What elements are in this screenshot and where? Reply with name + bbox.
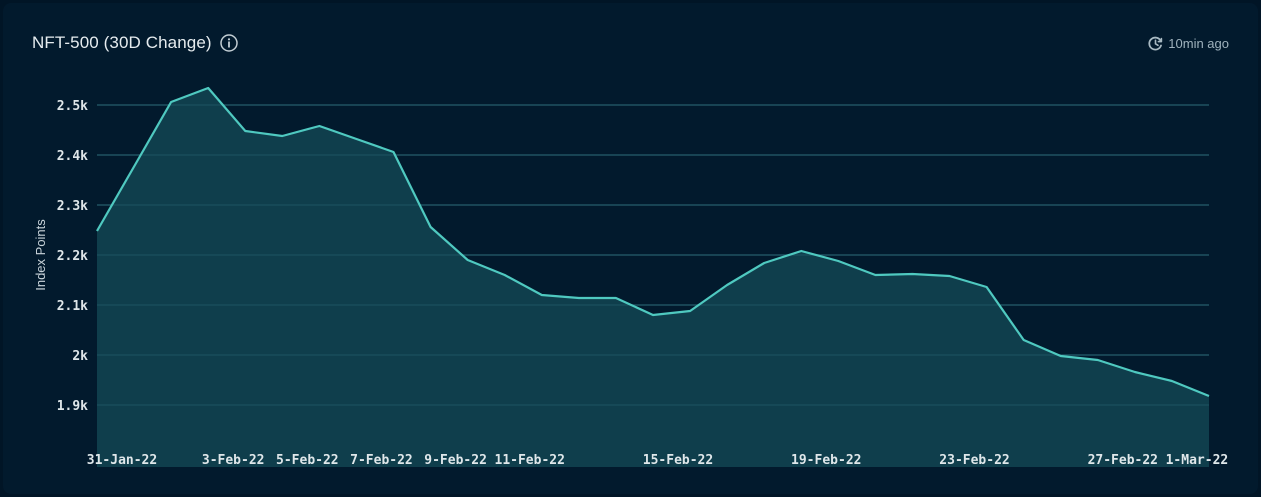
chart-header: NFT-500 (30D Change) — [32, 33, 238, 53]
x-tick-label: 5-Feb-22 — [276, 453, 339, 468]
clock-refresh-icon — [1148, 36, 1163, 51]
x-tick-label: 19-Feb-22 — [791, 453, 861, 468]
y-tick-label: 2.2k — [57, 249, 88, 264]
x-tick-label: 9-Feb-22 — [424, 453, 487, 468]
x-axis-ticks: 31-Jan-22 3-Feb-22 5-Feb-22 7-Feb-22 9-Feb-2… — [87, 453, 1228, 468]
y-tick-label: 1.9k — [57, 399, 88, 414]
y-tick-label: 2.3k — [57, 199, 88, 214]
y-axis-label: Index Points — [33, 219, 48, 291]
x-tick-label: 11-Feb-22 — [495, 453, 565, 468]
y-tick-label: 2k — [72, 349, 88, 364]
data-line — [96, 86, 1210, 398]
last-updated: 10min ago — [1148, 36, 1229, 51]
last-updated-text: 10min ago — [1168, 36, 1229, 51]
info-icon[interactable] — [219, 34, 238, 52]
x-tick-label: 7-Feb-22 — [350, 453, 413, 468]
y-tick-label: 2.1k — [57, 299, 88, 314]
x-tick-label: 23-Feb-22 — [939, 453, 1009, 468]
y-axis-ticks: 1.9k 2k 2.1k 2.2k 2.3k 2.4k 2.5k — [57, 99, 88, 414]
y-tick-label: 2.4k — [57, 149, 88, 164]
x-tick-label: 1-Mar-22 — [1166, 453, 1229, 468]
x-tick-label: 15-Feb-22 — [643, 453, 713, 468]
area-fill — [97, 88, 1209, 467]
gridlines-overlay — [97, 104, 1209, 406]
x-tick-label: 27-Feb-22 — [1088, 453, 1158, 468]
chart-title: NFT-500 (30D Change) — [32, 33, 212, 52]
y-tick-label: 2.5k — [57, 99, 88, 114]
x-tick-label: 31-Jan-22 — [87, 453, 157, 468]
x-tick-label: 3-Feb-22 — [202, 453, 265, 468]
